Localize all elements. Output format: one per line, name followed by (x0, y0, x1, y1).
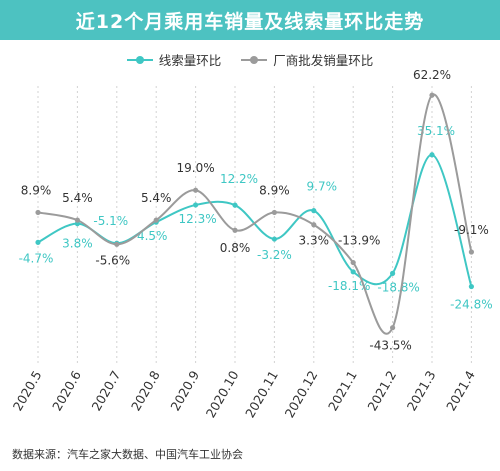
legend-wholesale-label: 厂商批发销量环比 (273, 53, 374, 68)
series-1-point (193, 187, 199, 193)
series-1-data-label: 5.4% (62, 191, 93, 205)
chart-legend: 线索量环比 厂商批发销量环比 (0, 50, 500, 69)
series-0-point (35, 239, 41, 245)
series-1-point (153, 217, 159, 223)
series-0-data-label: 12.3% (179, 212, 217, 226)
series-1-point (74, 217, 80, 223)
series-1-point (271, 209, 277, 216)
x-tick-label: 2021.4 (443, 368, 478, 413)
series-1-data-label: 3.3% (299, 234, 330, 248)
x-tick-label: 2021.2 (364, 368, 399, 413)
series-0-point (468, 283, 474, 290)
series-0-data-label: -3.2% (257, 248, 292, 262)
series-1-point (429, 92, 435, 98)
series-0-point (390, 270, 396, 276)
series-1-data-label: 5.4% (141, 191, 172, 205)
series-0-data-label: 35.1% (417, 124, 455, 138)
series-1-point (35, 209, 41, 216)
series-0-data-label: 3.8% (62, 237, 93, 251)
series-0-point (311, 208, 317, 214)
legend-item-wholesale: 厂商批发销量环比 (241, 50, 373, 69)
series-1-data-label: 8.9% (21, 183, 52, 197)
data-source-note: 数据来源：汽车之家大数据、中国汽车工业协会 (12, 448, 243, 461)
x-tick-label: 2020.10 (203, 368, 242, 420)
series-1-data-label: -13.9% (338, 234, 380, 248)
series-0-point (429, 152, 435, 158)
series-0-point (350, 269, 356, 275)
series-1-data-label: -43.5% (369, 339, 411, 353)
series-1-point (114, 241, 120, 247)
series-0-data-label: -18.1% (328, 279, 370, 293)
x-tick-label: 2020.7 (89, 368, 124, 413)
x-tick-label: 2020.11 (242, 368, 281, 420)
series-0-data-label: -18.8% (377, 280, 419, 294)
legend-leads-label: 线索量环比 (158, 53, 222, 68)
series-0-data-label: -4.7% (19, 251, 54, 265)
series-0-data-label: 9.7% (307, 180, 338, 194)
legend-leads-marker (126, 55, 153, 64)
series-1-data-label: 8.9% (259, 183, 290, 197)
chart-title-banner: 近12个月乘用车销量及线索量环比走势 (0, 0, 500, 40)
series-1-data-label: -9.1% (454, 223, 489, 237)
series-1-point (390, 325, 396, 331)
series-1-point (311, 222, 317, 228)
x-tick-label: 2020.5 (10, 368, 45, 413)
series-1-data-label: 0.8% (220, 241, 251, 255)
series-1-data-label: -5.6% (95, 253, 130, 267)
x-tick-label: 2021.1 (325, 368, 360, 413)
legend-item-leads: 线索量环比 (126, 50, 222, 69)
chart-title: 近12个月乘用车销量及线索量环比走势 (75, 10, 425, 33)
legend-wholesale-marker (241, 55, 268, 64)
x-tick-label: 2021.3 (404, 368, 439, 413)
series-1-point (468, 249, 474, 255)
series-1-point (232, 227, 238, 233)
x-tick-label: 2020.9 (167, 368, 202, 413)
series-0-point (193, 202, 199, 208)
series-1-data-label: 19.0% (177, 161, 215, 175)
series-0-data-label: -24.8% (450, 298, 492, 312)
x-tick-label: 2020.8 (128, 368, 163, 413)
series-0-data-label: 12.2% (220, 172, 258, 186)
series-1-data-label: 62.2% (413, 68, 451, 82)
series-0-point (232, 202, 238, 208)
series-0-data-label: 4.5% (137, 229, 168, 243)
x-tick-label: 2020.6 (49, 368, 84, 413)
x-tick-label: 2020.12 (282, 368, 321, 420)
series-0-point (271, 236, 277, 242)
series-0-data-label: -5.1% (93, 214, 128, 228)
series-1-point (350, 259, 356, 266)
